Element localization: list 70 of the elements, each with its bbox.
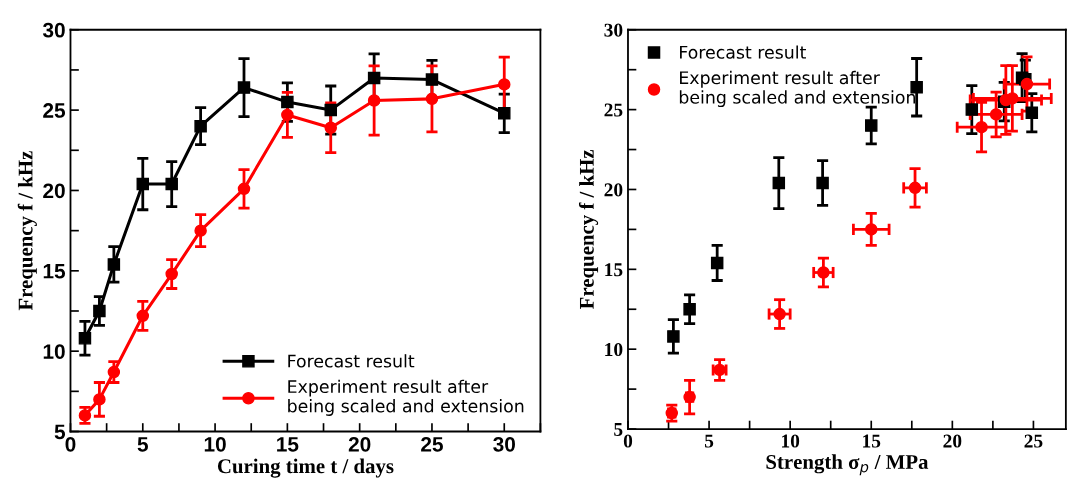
point (93, 304, 106, 318)
point (965, 103, 979, 116)
point (975, 120, 988, 134)
y-tick-label: 15 (605, 263, 623, 277)
point (107, 258, 121, 271)
x-tick-label: 15 (277, 437, 299, 452)
y-tick-label: 10 (43, 344, 65, 359)
point (136, 309, 150, 323)
x-tick-label: 0 (65, 436, 76, 452)
y-axis-title: Frequency f / kHz (578, 149, 599, 309)
x-tick-label: 20 (348, 436, 371, 452)
point (281, 108, 294, 122)
y-tick-label: 30 (604, 23, 623, 37)
point (165, 267, 178, 281)
x-axis-title: Strength σ$_{p}$ / MPa (766, 454, 929, 476)
x-tick-label: 15 (863, 434, 881, 448)
point (864, 223, 878, 236)
point (710, 256, 724, 270)
x-tick-label: 10 (782, 434, 800, 448)
point (78, 332, 92, 345)
point (136, 177, 150, 191)
point (1025, 106, 1039, 120)
point (1020, 77, 1034, 91)
legend-label: Forecast result (288, 354, 415, 368)
point (237, 81, 251, 94)
legend-label: Experiment result after being scaled and extension (288, 379, 524, 416)
point (93, 393, 106, 406)
point (324, 121, 338, 135)
x-tick-label: 5 (704, 434, 714, 448)
x-tick-label: 25 (1024, 434, 1043, 448)
point (425, 73, 439, 86)
y-tick-label: 30 (42, 22, 65, 38)
x-tick-label: 30 (493, 436, 515, 452)
point (425, 92, 439, 106)
point (194, 119, 207, 133)
point (667, 330, 680, 343)
point (908, 181, 922, 195)
x-tick-label: 0 (623, 434, 633, 448)
point (498, 78, 511, 91)
point (324, 103, 338, 117)
point (683, 303, 696, 316)
y-tick-label: 20 (43, 183, 65, 199)
point (816, 176, 829, 190)
y-tick-label: 10 (605, 343, 623, 357)
point (498, 107, 511, 120)
y-tick-label: 20 (604, 183, 623, 197)
point (281, 95, 294, 109)
y-axis-title: Frequency f / kHz (17, 151, 37, 311)
point (989, 108, 1003, 121)
y-tick-label: 15 (43, 264, 66, 279)
point (107, 365, 121, 379)
x-tick-label: 20 (943, 434, 962, 448)
x-tick-label: 10 (204, 436, 226, 452)
point (194, 224, 207, 237)
legend-label: Forecast result (680, 45, 806, 59)
point (367, 71, 381, 85)
point (772, 176, 786, 190)
y-tick-label: 25 (43, 103, 66, 118)
x-tick-label: 5 (137, 437, 148, 452)
legend-label: Experiment result after being scaled and extension (679, 70, 916, 108)
x-tick-label: 25 (421, 436, 443, 452)
point (367, 94, 381, 107)
point (864, 119, 878, 132)
y-tick-label: 25 (604, 103, 623, 117)
point (773, 307, 786, 321)
x-axis-title: Curing time t / days (217, 458, 394, 478)
y-tick-label: 5 (614, 423, 623, 436)
point (237, 182, 251, 196)
point (165, 177, 178, 191)
point (817, 266, 830, 279)
